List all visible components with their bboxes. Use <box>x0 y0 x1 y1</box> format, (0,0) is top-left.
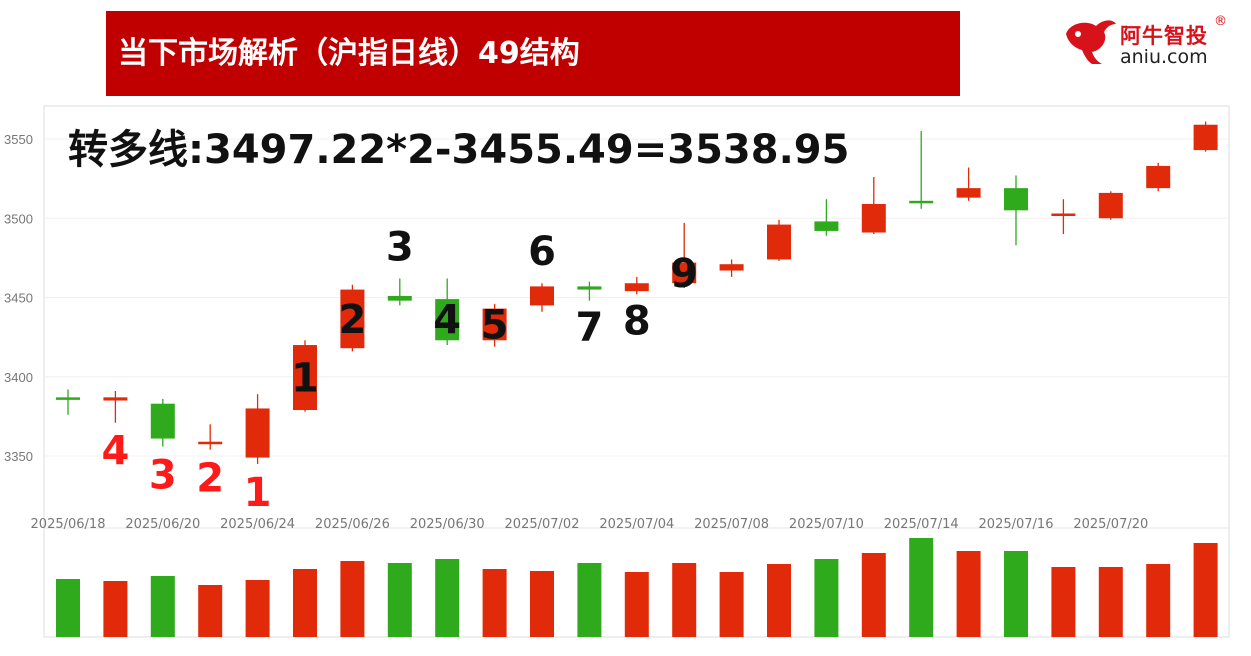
candle-body <box>56 397 80 400</box>
volume-bar <box>1004 551 1028 637</box>
volume-bar <box>387 563 412 637</box>
x-tick-label: 2025/07/04 <box>599 517 674 532</box>
candle-body <box>198 441 223 445</box>
volume-bar <box>577 563 602 637</box>
y-tick-label: 3550 <box>4 132 33 147</box>
candle-body <box>1098 192 1123 219</box>
x-tick-label: 2025/06/18 <box>31 517 106 532</box>
x-tick-label: 2025/07/20 <box>1073 517 1148 532</box>
x-tick-label: 2025/07/16 <box>979 517 1054 532</box>
x-tick-label: 2025/07/10 <box>789 517 864 532</box>
candle-layer <box>56 121 1218 464</box>
candle-body <box>577 286 602 290</box>
wave-label: 1 <box>291 356 319 402</box>
candle-body <box>861 203 886 233</box>
volume-panel <box>56 538 1218 637</box>
volume-bar <box>1051 567 1076 637</box>
wave-label: 7 <box>575 305 603 351</box>
candle-body <box>435 299 460 341</box>
candle-body <box>767 224 791 260</box>
banner-title: 当下市场解析（沪指日线）49结构 <box>106 11 960 96</box>
candle-body <box>340 289 365 349</box>
x-tick-label: 2025/07/08 <box>694 517 769 532</box>
volume-bar <box>1193 543 1218 637</box>
wave-label: 2 <box>338 297 366 343</box>
x-tick-label: 2025/07/02 <box>505 517 580 532</box>
x-tick-label: 2025/06/24 <box>220 517 295 532</box>
candle-body <box>1004 188 1028 211</box>
candle-body <box>909 200 934 204</box>
volume-bar <box>435 559 460 637</box>
candle-body <box>1051 213 1076 216</box>
x-tick-label: 2025/06/26 <box>315 517 390 532</box>
candle-body <box>814 221 839 231</box>
wave-label: 4 <box>433 298 461 344</box>
candle-body <box>1146 165 1171 189</box>
x-tick-label: 2025/07/14 <box>884 517 959 532</box>
candle-body <box>530 286 554 306</box>
volume-bar <box>1098 567 1123 637</box>
candle-body <box>245 408 270 458</box>
bull-icon <box>1066 20 1116 64</box>
volume-bar <box>245 580 270 637</box>
wave-label: 5 <box>481 302 509 348</box>
candle-body <box>624 283 649 292</box>
x-tick-label: 2025/06/30 <box>410 517 485 532</box>
volume-bar <box>814 559 839 637</box>
candle-body <box>956 188 981 198</box>
wave-label: 9 <box>670 251 698 297</box>
grid-layer <box>43 105 1230 638</box>
candle-body <box>482 308 507 341</box>
plot-frame <box>43 105 1230 638</box>
volume-bar <box>719 572 744 637</box>
wave-label: 8 <box>623 298 651 344</box>
aniu-logo: 阿牛智投 ® aniu.com <box>1062 14 1242 74</box>
y-axis: 3350 3400 3450 3500 3550 <box>4 132 33 464</box>
volume-bar <box>482 569 507 637</box>
volume-bar <box>956 551 981 637</box>
volume-bar <box>103 581 128 637</box>
candle-body <box>672 262 697 284</box>
candle-body <box>387 295 412 301</box>
wave-label: 3 <box>149 452 177 498</box>
candle-body <box>103 397 128 401</box>
registered-mark: ® <box>1214 14 1227 29</box>
candle-body <box>1193 124 1218 151</box>
y-tick-label: 3400 <box>4 370 33 385</box>
wave-label: 2 <box>196 456 224 502</box>
candle-body <box>719 264 744 271</box>
logo-chinese-text: 阿牛智投 <box>1120 24 1208 48</box>
volume-bar <box>150 576 175 637</box>
volume-bar <box>56 579 80 637</box>
volume-bar <box>909 538 934 637</box>
volume-bar <box>624 572 649 637</box>
volume-bar <box>198 585 223 637</box>
candle-body <box>150 403 175 439</box>
x-axis: 2025/06/18 2025/06/20 2025/06/24 2025/06/26… <box>31 517 1149 532</box>
volume-bar <box>672 563 697 637</box>
volume-bar <box>530 571 554 637</box>
volume-bar <box>340 561 365 637</box>
logo-domain-text: aniu.com <box>1120 46 1208 68</box>
formula-annotation: 转多线:3497.22*2-3455.49=3538.95 <box>68 127 849 173</box>
wave-label: 4 <box>101 429 129 475</box>
x-tick-label: 2025/06/20 <box>125 517 200 532</box>
candle-body <box>293 345 317 411</box>
y-tick-label: 3500 <box>4 211 33 226</box>
wave-label: 6 <box>528 229 556 275</box>
wave-label: 1 <box>244 470 272 516</box>
y-tick-label: 3450 <box>4 291 33 306</box>
volume-bar <box>767 564 791 637</box>
volume-bar <box>861 553 886 637</box>
y-tick-label: 3350 <box>4 449 33 464</box>
volume-bar <box>293 569 317 637</box>
volume-bar <box>1146 564 1171 637</box>
wave-label: 3 <box>386 224 414 270</box>
